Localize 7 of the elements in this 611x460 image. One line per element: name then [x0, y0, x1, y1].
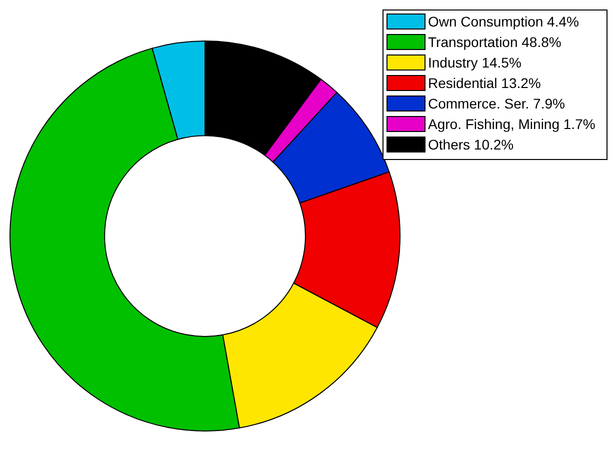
legend-label: Agro. Fishing, Mining 1.7% [428, 116, 596, 132]
legend-label: Residential 13.2% [428, 75, 541, 91]
legend-label: Transportation 48.8% [428, 34, 562, 50]
legend-label: Commerce. Ser. 7.9% [428, 96, 565, 112]
legend-label: Others 10.2% [428, 136, 514, 152]
legend-label: Industry 14.5% [428, 54, 522, 70]
legend-label: Own Consumption 4.4% [428, 14, 579, 30]
